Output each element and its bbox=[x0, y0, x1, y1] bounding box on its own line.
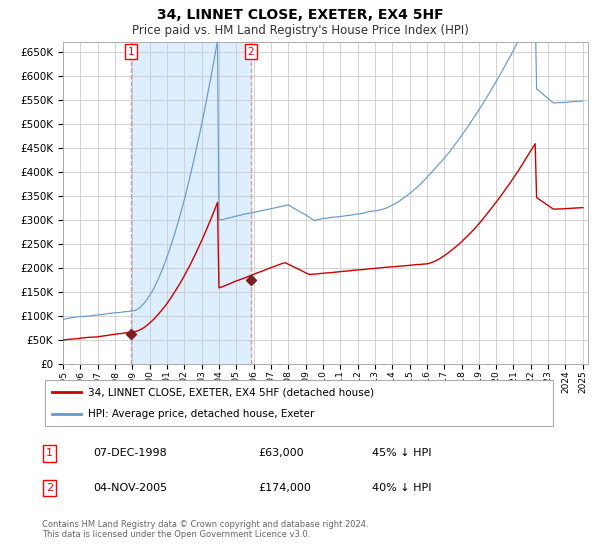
Text: £174,000: £174,000 bbox=[259, 483, 311, 493]
Text: 1: 1 bbox=[46, 449, 53, 459]
Text: 2: 2 bbox=[247, 47, 254, 57]
Text: 34, LINNET CLOSE, EXETER, EX4 5HF: 34, LINNET CLOSE, EXETER, EX4 5HF bbox=[157, 8, 443, 22]
Text: Price paid vs. HM Land Registry's House Price Index (HPI): Price paid vs. HM Land Registry's House … bbox=[131, 24, 469, 36]
Bar bbox=[131, 42, 251, 364]
Text: 34, LINNET CLOSE, EXETER, EX4 5HF (detached house): 34, LINNET CLOSE, EXETER, EX4 5HF (detac… bbox=[88, 387, 374, 397]
Text: Contains HM Land Registry data © Crown copyright and database right 2024.
This d: Contains HM Land Registry data © Crown c… bbox=[42, 520, 368, 539]
Text: 2: 2 bbox=[46, 483, 53, 493]
Text: £63,000: £63,000 bbox=[259, 449, 304, 459]
Text: 04-NOV-2005: 04-NOV-2005 bbox=[94, 483, 168, 493]
Text: 40% ↓ HPI: 40% ↓ HPI bbox=[372, 483, 432, 493]
Text: 07-DEC-1998: 07-DEC-1998 bbox=[94, 449, 167, 459]
FancyBboxPatch shape bbox=[44, 380, 553, 426]
Text: HPI: Average price, detached house, Exeter: HPI: Average price, detached house, Exet… bbox=[88, 409, 315, 419]
Text: 1: 1 bbox=[128, 47, 134, 57]
Text: 45% ↓ HPI: 45% ↓ HPI bbox=[372, 449, 432, 459]
